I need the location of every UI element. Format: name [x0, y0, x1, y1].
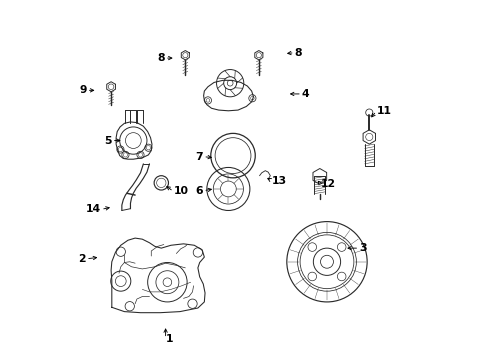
Text: 3: 3	[359, 243, 366, 253]
Text: 7: 7	[195, 152, 203, 162]
Text: 4: 4	[301, 89, 309, 99]
Text: 8: 8	[294, 48, 302, 58]
Text: 6: 6	[195, 186, 203, 196]
Text: 10: 10	[173, 186, 188, 197]
Text: 5: 5	[104, 136, 112, 145]
Text: 1: 1	[165, 333, 173, 343]
Text: 12: 12	[320, 179, 335, 189]
Text: 2: 2	[78, 254, 86, 264]
Text: 13: 13	[271, 176, 286, 186]
Text: 9: 9	[79, 85, 86, 95]
Text: 8: 8	[157, 53, 164, 63]
Text: 14: 14	[86, 204, 101, 215]
Text: 11: 11	[376, 106, 391, 116]
